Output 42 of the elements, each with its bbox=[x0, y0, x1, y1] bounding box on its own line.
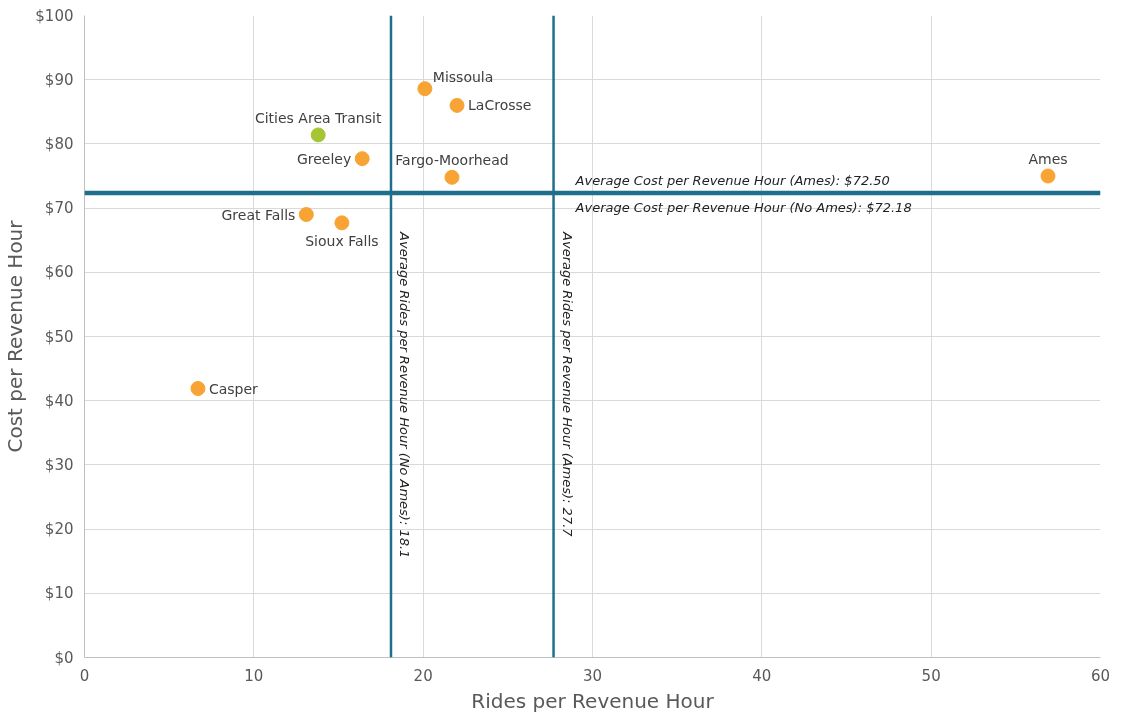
point bbox=[354, 151, 370, 167]
x-tick-label: 20 bbox=[413, 666, 433, 685]
annotation: Greeley bbox=[296, 150, 352, 167]
y-axis-title: Cost per Revenue Hour bbox=[3, 219, 28, 453]
annotation: Casper bbox=[208, 380, 259, 397]
y-tick-label: $20 bbox=[44, 520, 74, 539]
ref-line-label: Average Rides per Revenue Hour (Ames): 27.7 bbox=[559, 231, 575, 538]
point bbox=[417, 81, 433, 97]
point bbox=[334, 215, 350, 231]
ref-line-label: Average Cost per Revenue Hour (Ames): $72.50 bbox=[574, 173, 890, 189]
y-tick-label: $10 bbox=[44, 584, 74, 603]
x-tick-label: 30 bbox=[582, 666, 603, 685]
annotation: Missoula bbox=[432, 68, 494, 85]
y-tick-label: $70 bbox=[44, 199, 74, 218]
point bbox=[444, 169, 460, 185]
y-tick-label: $80 bbox=[44, 134, 74, 153]
point bbox=[298, 207, 314, 223]
point bbox=[1040, 168, 1056, 184]
annotation: Great Falls bbox=[221, 206, 296, 223]
y-tick-label: $50 bbox=[44, 327, 74, 346]
point bbox=[449, 97, 465, 113]
annotation: Ames bbox=[1028, 151, 1068, 167]
x-axis-title: Rides per Revenue Hour bbox=[471, 688, 715, 713]
x-tick-label: 60 bbox=[1090, 666, 1111, 685]
y-tick-label: $90 bbox=[44, 70, 74, 89]
x-tick-label: 40 bbox=[752, 666, 772, 685]
y-tick-label: $30 bbox=[44, 455, 74, 474]
point bbox=[310, 127, 326, 143]
y-tick-label: $40 bbox=[44, 391, 74, 410]
y-tick-label: $60 bbox=[44, 263, 74, 282]
annotation: LaCrosse bbox=[468, 97, 532, 114]
x-tick-label: 0 bbox=[79, 666, 90, 685]
x-tick-label: 50 bbox=[921, 666, 941, 685]
annotation: Sioux Falls bbox=[305, 232, 379, 249]
x-tick-label: 10 bbox=[244, 666, 264, 685]
ref-line-label: Average Rides per Revenue Hour (No Ames): 18.1 bbox=[396, 231, 412, 559]
annotation: Cities Area Transit bbox=[254, 109, 382, 126]
ref-line-label: Average Cost per Revenue Hour (No Ames): $72.18 bbox=[574, 200, 912, 216]
y-tick-label: $100 bbox=[35, 6, 74, 25]
point bbox=[190, 381, 206, 396]
annotation: Fargo-Moorhead bbox=[395, 152, 509, 169]
y-tick-label: $0 bbox=[54, 648, 74, 667]
